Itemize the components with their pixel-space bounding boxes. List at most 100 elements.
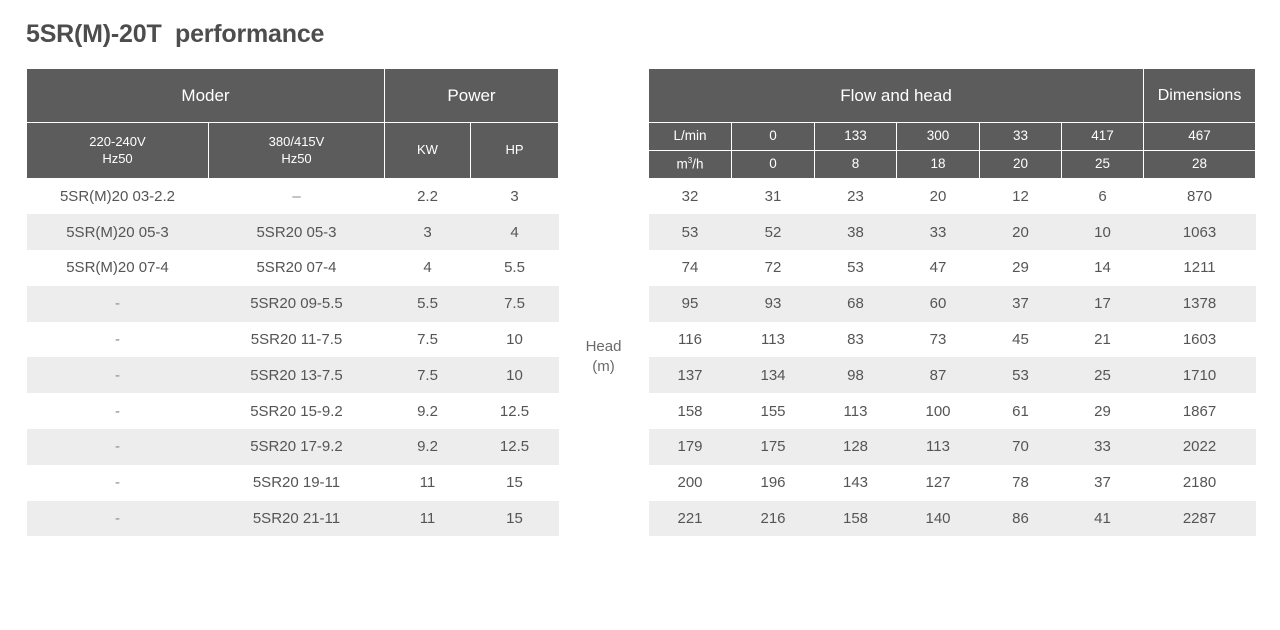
cell-power-hp: 12.5 (499, 402, 530, 420)
cell-head-3: 113 (896, 429, 980, 465)
cell-head-0: 32 (681, 188, 699, 206)
table-row: - 5SR20 15-9.2 9.2 12.5 158 155 113 100 61 29 1867 (27, 393, 1256, 429)
cell-head-4: 61 (1012, 402, 1029, 420)
cell-length: 1211 (1183, 259, 1216, 277)
cell-head-3: 33 (896, 214, 980, 251)
cell-head-3: 47 (929, 259, 947, 277)
cell-head-3: 60 (896, 285, 980, 322)
table-body: 5SR(M)20 03-2.2–2.2 3 Head (m) 32 31 23 20 12 6 87… (26, 178, 1256, 537)
header-moder-220-240v-voltage: 220-240V (89, 134, 146, 150)
cell-moder-220-240v: - (26, 285, 209, 322)
cell-head-4: 45 (1012, 331, 1029, 349)
cell-head-3: 127 (925, 474, 951, 492)
header-flow-m3h-4: 25 (1060, 150, 1145, 179)
table-row: 5SR(M)20 03-2.2–2.2 3 Head (m) 32 31 23 20 12 6 87… (27, 178, 1256, 537)
cell-head-4: 29 (1012, 259, 1029, 277)
cell-head-2: 113 (843, 402, 868, 420)
cell-head-2: 128 (814, 429, 897, 465)
cell-power-kw: 9.2 (417, 402, 438, 420)
cell-power-kw: 4 (423, 259, 432, 277)
cell-head-0: 53 (648, 214, 732, 251)
head-body-label-line2: (m) (592, 358, 615, 376)
cell-length: 870 (1187, 188, 1213, 206)
cell-power-kw: 2.2 (417, 188, 438, 206)
cell-moder-380-415v: 5SR20 05-3 (208, 214, 385, 251)
cell-moder-220-240v: - (115, 402, 120, 420)
header-flow-m3h-1: 8 (814, 150, 897, 179)
header-moder-220-240v-hz: Hz50 (102, 150, 133, 166)
header-flow-lmin-2: 300 (896, 122, 980, 151)
cell-power-hp: 3 (510, 188, 519, 206)
header-sub-row-2: m3/h 0 8 18 20 25 28 mm (27, 150, 1278, 179)
cell-moder-220-240v: - (115, 474, 120, 492)
table-row: 5SR(M)20 07-4 5SR20 07-4 4 5.5 74 72 53 47 29 14 1… (27, 250, 1256, 286)
cell-head-4: 37 (979, 285, 1062, 322)
cell-power-kw: 5.5 (384, 285, 471, 322)
cell-length: 1867 (1182, 402, 1217, 420)
cell-length: 1378 (1143, 285, 1256, 322)
cell-power-kw: 9.2 (384, 429, 471, 465)
head-label-line2: (m) (590, 124, 617, 144)
cell-head-0: 221 (648, 500, 732, 537)
cell-moder-380-415v: – (292, 188, 301, 206)
cell-power-hp: 15 (506, 474, 523, 492)
cell-head-0: 74 (681, 259, 699, 277)
cell-head-1: 134 (731, 357, 815, 394)
cell-moder-380-415v: 5SR20 11-7.5 (250, 331, 343, 349)
table-row: - 5SR20 19-11 11 15 200 196 143 127 78 37 2180 (27, 465, 1256, 501)
cell-head-3: 87 (896, 357, 980, 394)
header-flow-lmin-4: 417 (1060, 122, 1145, 151)
cell-head-5: 10 (1061, 214, 1144, 251)
table-row: 5SR(M)20 05-3 5SR20 05-3 3 4 53 52 38 33 20 10 106… (26, 214, 1256, 251)
cell-length: 1603 (1182, 331, 1217, 349)
cell-moder-220-240v: - (115, 331, 120, 349)
cell-head-5: 33 (1061, 429, 1144, 465)
cell-moder-380-415v: 5SR20 19-11 (252, 474, 341, 492)
cell-moder-380-415v: 5SR20 17-9.2 (208, 429, 385, 465)
header-flow-m3h-2: 18 (896, 150, 980, 179)
header-moder-380-415v-voltage: 380/415V (268, 134, 325, 150)
table-row: - 5SR20 11-7.5 7.5 10 116 113 83 73 45 21 1603 (27, 322, 1256, 358)
cell-head-1: 216 (731, 500, 815, 537)
head-body-label-line1: Head (585, 338, 622, 356)
cell-power-kw: 11 (419, 474, 436, 492)
cell-power-hp: 10 (470, 357, 559, 394)
cell-moder-220-240v: - (26, 429, 209, 465)
header-group-moder: Moder (26, 68, 385, 123)
cell-head-0: 158 (677, 402, 703, 420)
cell-moder-380-415v: 5SR20 09-5.5 (208, 285, 385, 322)
cell-head-4: 12 (1012, 188, 1029, 206)
header-flow-unit-m3h: m3/h (648, 150, 732, 179)
cell-power-hp: 5.5 (504, 259, 525, 277)
header-sub-row-1: 220-240V Hz50 380/415V Hz50 KW HP L/min … (26, 122, 1280, 179)
header-flow-m3h-0: 0 (731, 150, 815, 179)
cell-length: 1063 (1143, 214, 1256, 251)
cell-head-1: 93 (731, 285, 815, 322)
table-header: Moder Power Head (m) Flow and head Dimen… (26, 68, 1280, 179)
cell-head-5: 14 (1094, 259, 1111, 277)
header-flow-m3h-3: 20 (979, 150, 1062, 179)
header-head-unit-cell: Head (m) (558, 68, 649, 179)
cell-power-hp: 4 (470, 214, 559, 251)
table-row: -5SR20 09-5.5 5.5 7.5 95 93 68 60 37 17 1378 (26, 285, 1256, 322)
cell-power-kw: 3 (384, 214, 471, 251)
cell-head-5: 25 (1061, 357, 1144, 394)
cell-head-1: 31 (764, 188, 782, 206)
cell-head-5: 29 (1094, 402, 1111, 420)
cell-head-4: 53 (979, 357, 1062, 394)
cell-moder-380-415v: 5SR20 07-4 (256, 259, 337, 277)
cell-head-1: 72 (764, 259, 782, 277)
cell-head-2: 53 (847, 259, 864, 277)
cell-head-2: 158 (814, 500, 897, 537)
cell-length: 2022 (1143, 429, 1256, 465)
cell-moder-220-240v: 5SR(M)20 03-2.2 (59, 188, 176, 206)
header-flow-unit-lmin: L/min (648, 122, 732, 151)
cell-head-5: 21 (1094, 331, 1111, 349)
cell-length: 1710 (1143, 357, 1256, 394)
cell-length: 2287 (1143, 500, 1256, 537)
cell-head-2: 83 (847, 331, 864, 349)
cell-head-4: 86 (979, 500, 1062, 537)
cell-head-0: 137 (648, 357, 732, 394)
cell-head-4: 70 (979, 429, 1062, 465)
